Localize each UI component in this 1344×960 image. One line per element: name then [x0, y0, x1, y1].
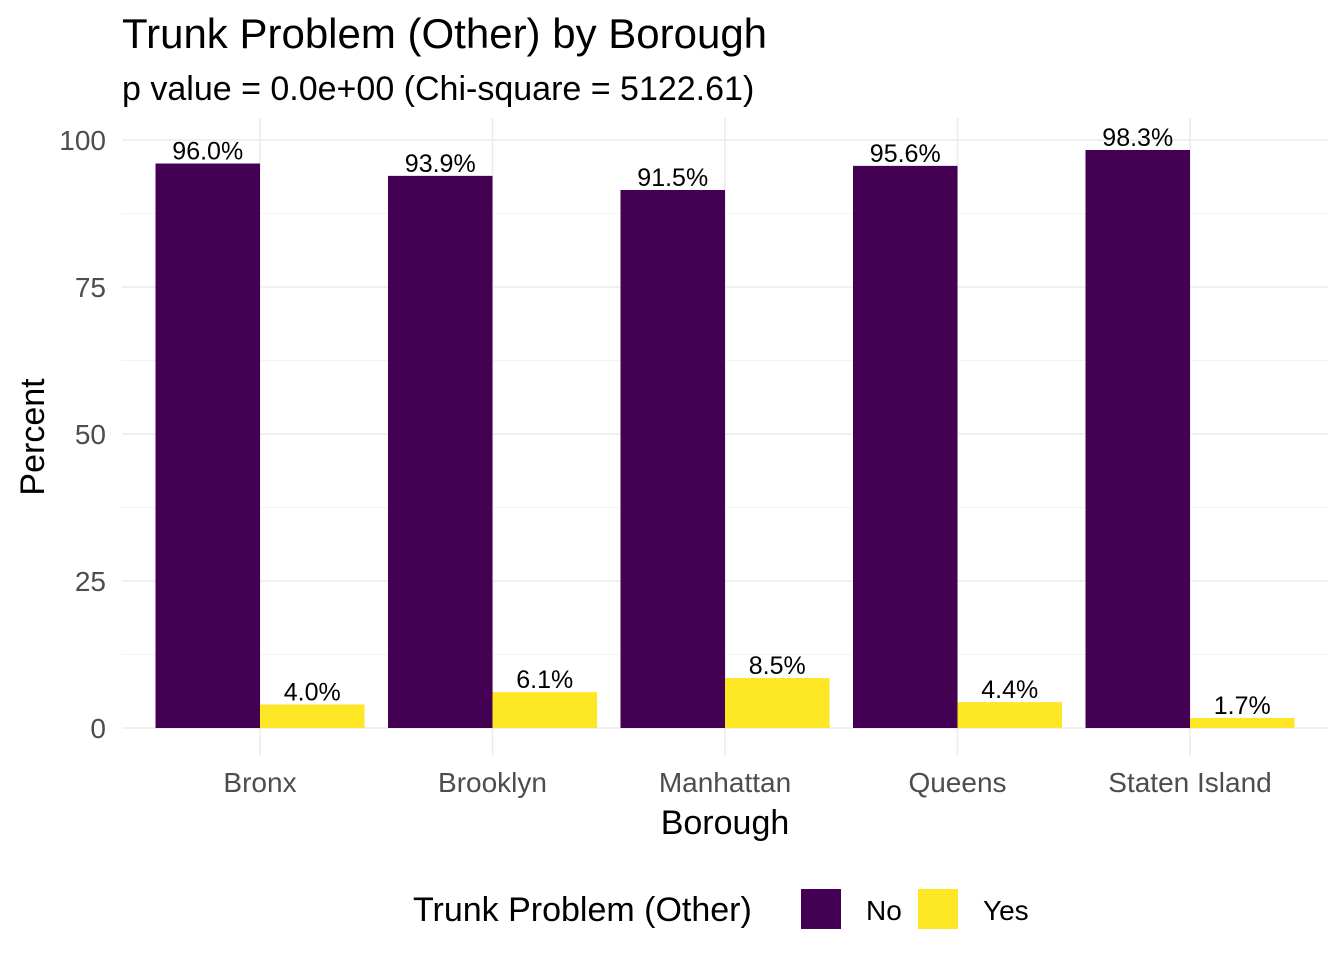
- bar-value-label: 95.6%: [870, 140, 941, 168]
- bar-value-label: 98.3%: [1102, 124, 1173, 152]
- bar-no: [853, 165, 958, 728]
- bar-value-label: 93.9%: [405, 150, 476, 178]
- bar-yes: [260, 704, 365, 728]
- bar-yes: [1190, 718, 1295, 728]
- chart-title: Trunk Problem (Other) by Borough: [122, 10, 767, 57]
- bar-yes: [492, 692, 597, 728]
- bar-value-label: 4.0%: [284, 678, 341, 706]
- bar-value-label: 1.7%: [1214, 692, 1271, 720]
- bar-no: [388, 175, 493, 729]
- plot-area: 0 25 50 75 100 Bronx Brooklyn Manhattan Queens St…: [59, 118, 1328, 798]
- x-axis-title: Borough: [661, 804, 790, 842]
- y-tick-label: 25: [75, 566, 106, 597]
- bar-yes: [725, 678, 830, 728]
- x-tick-label: Manhattan: [659, 767, 791, 798]
- bar-value-label: 91.5%: [637, 164, 708, 192]
- bar-value-label: 6.1%: [516, 666, 573, 694]
- legend: Trunk Problem (Other) No Yes: [413, 889, 1029, 929]
- y-tick-label: 75: [75, 272, 106, 303]
- x-tick-label: Brooklyn: [438, 767, 547, 798]
- legend-key-no: [801, 889, 841, 929]
- x-tick-label: Bronx: [223, 767, 296, 798]
- y-tick-label: 50: [75, 419, 106, 450]
- bar-value-label: 4.4%: [981, 676, 1038, 704]
- bar-value-label: 96.0%: [172, 138, 243, 166]
- legend-label-yes: Yes: [983, 895, 1029, 926]
- chart-subtitle: p value = 0.0e+00 (Chi-square = 5122.61): [122, 70, 754, 108]
- legend-title: Trunk Problem (Other): [413, 891, 752, 929]
- y-tick-label: 0: [90, 713, 106, 744]
- legend-label-no: No: [866, 895, 902, 926]
- x-tick-label: Queens: [908, 767, 1006, 798]
- bar-no: [1085, 149, 1190, 729]
- bar-value-label: 8.5%: [749, 652, 806, 680]
- x-tick-label: Staten Island: [1108, 767, 1271, 798]
- bar-no: [620, 189, 725, 729]
- y-tick-label: 100: [59, 125, 106, 156]
- y-axis-title: Percent: [14, 378, 52, 496]
- legend-key-yes: [918, 889, 958, 929]
- bar-yes: [957, 702, 1062, 728]
- bar-no: [155, 163, 260, 728]
